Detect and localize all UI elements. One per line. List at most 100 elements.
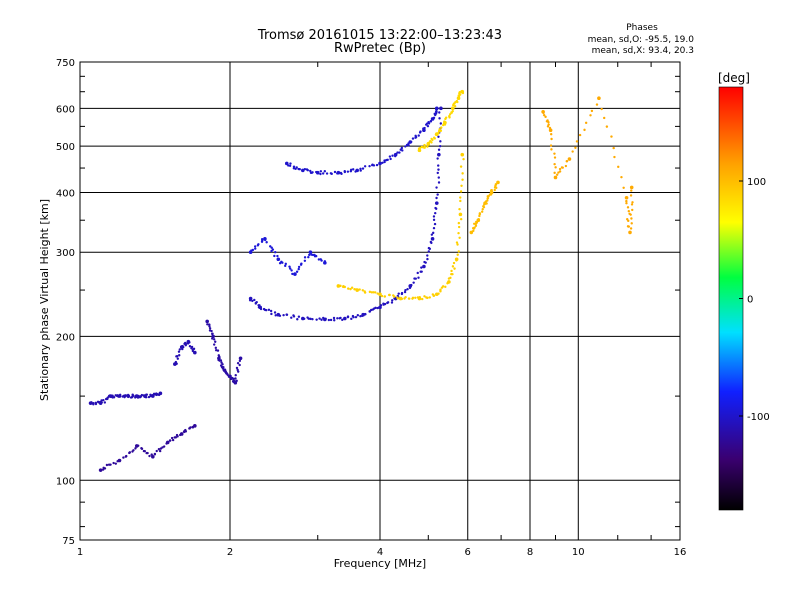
- y-tick-label: 200: [56, 332, 75, 343]
- data-point: [157, 448, 161, 451]
- data-point: [410, 140, 413, 144]
- data-point: [188, 344, 192, 348]
- data-point: [426, 296, 429, 300]
- data-point: [426, 145, 429, 148]
- data-point: [346, 170, 350, 173]
- data-point: [352, 316, 355, 319]
- data-point: [303, 256, 307, 259]
- data-point: [496, 180, 500, 185]
- data-point: [627, 225, 631, 228]
- data-point: [553, 171, 556, 175]
- data-point: [427, 122, 431, 125]
- data-point: [374, 291, 377, 294]
- data-point: [358, 288, 361, 291]
- data-point: [457, 95, 461, 98]
- data-point: [432, 226, 436, 230]
- data-point: [148, 454, 151, 458]
- data-point: [403, 290, 407, 294]
- data-point: [407, 144, 410, 147]
- series-trace: [417, 89, 465, 153]
- data-point: [267, 308, 271, 312]
- data-point: [383, 302, 387, 306]
- data-point: [278, 314, 282, 317]
- data-point: [98, 468, 103, 472]
- data-point: [454, 257, 459, 262]
- data-point: [574, 146, 577, 149]
- data-point: [423, 126, 426, 130]
- data-point: [553, 175, 558, 180]
- data-point: [459, 190, 463, 193]
- data-point: [354, 315, 358, 319]
- data-point: [595, 103, 599, 106]
- data-point: [170, 436, 174, 440]
- y-tick-label: 75: [62, 536, 75, 547]
- data-point: [625, 199, 628, 203]
- data-point: [295, 270, 299, 273]
- data-point: [434, 201, 439, 205]
- data-point: [550, 148, 553, 151]
- data-point: [629, 185, 634, 190]
- data-point: [610, 135, 613, 138]
- data-point: [459, 199, 462, 203]
- data-point: [404, 289, 407, 292]
- series-trace: [205, 319, 243, 385]
- data-point: [630, 217, 633, 220]
- x-tick-label: 16: [674, 547, 687, 558]
- data-point: [493, 188, 496, 192]
- data-point: [175, 355, 179, 358]
- x-tick-label: 8: [527, 547, 533, 558]
- data-point: [260, 238, 264, 241]
- data-point: [622, 186, 625, 190]
- data-point: [458, 207, 461, 211]
- data-point: [631, 208, 634, 212]
- data-point: [553, 156, 557, 159]
- series-trace: [469, 180, 500, 235]
- data-point: [431, 138, 434, 142]
- data-point: [339, 316, 342, 320]
- data-point: [460, 152, 465, 157]
- data-point: [226, 373, 229, 377]
- data-point: [270, 246, 273, 249]
- phases-heading: Phases: [626, 23, 658, 33]
- data-point: [440, 126, 443, 129]
- data-point: [400, 146, 404, 150]
- data-point: [323, 261, 327, 265]
- data-point: [555, 173, 559, 176]
- data-point: [485, 202, 488, 205]
- data-point: [251, 248, 255, 252]
- data-point: [448, 113, 452, 116]
- data-point: [372, 164, 376, 167]
- data-point: [290, 269, 293, 272]
- y-tick-label: 750: [56, 58, 75, 69]
- data-point: [281, 261, 284, 264]
- x-tick-label: 4: [377, 547, 383, 558]
- data-point: [145, 451, 148, 455]
- data-point: [152, 392, 156, 395]
- data-point: [136, 396, 140, 399]
- data-point: [309, 317, 312, 321]
- data-point: [308, 253, 311, 257]
- data-point: [584, 121, 588, 125]
- data-point: [298, 167, 301, 171]
- data-point: [318, 317, 321, 320]
- data-point: [151, 454, 155, 459]
- data-point: [426, 124, 430, 128]
- data-point: [379, 304, 383, 307]
- data-point: [460, 184, 463, 188]
- data-point: [273, 311, 277, 314]
- data-point: [461, 172, 464, 175]
- data-point: [234, 374, 237, 377]
- data-point: [412, 281, 415, 284]
- data-point: [214, 340, 217, 343]
- data-point: [343, 316, 347, 321]
- data-point: [211, 337, 214, 340]
- data-point: [265, 241, 268, 244]
- data-point: [458, 212, 463, 217]
- data-point: [254, 302, 258, 305]
- data-point: [350, 286, 354, 289]
- data-point: [380, 294, 384, 298]
- data-point: [100, 401, 103, 404]
- data-point: [315, 170, 320, 175]
- data-point: [103, 467, 107, 470]
- data-point: [433, 222, 437, 226]
